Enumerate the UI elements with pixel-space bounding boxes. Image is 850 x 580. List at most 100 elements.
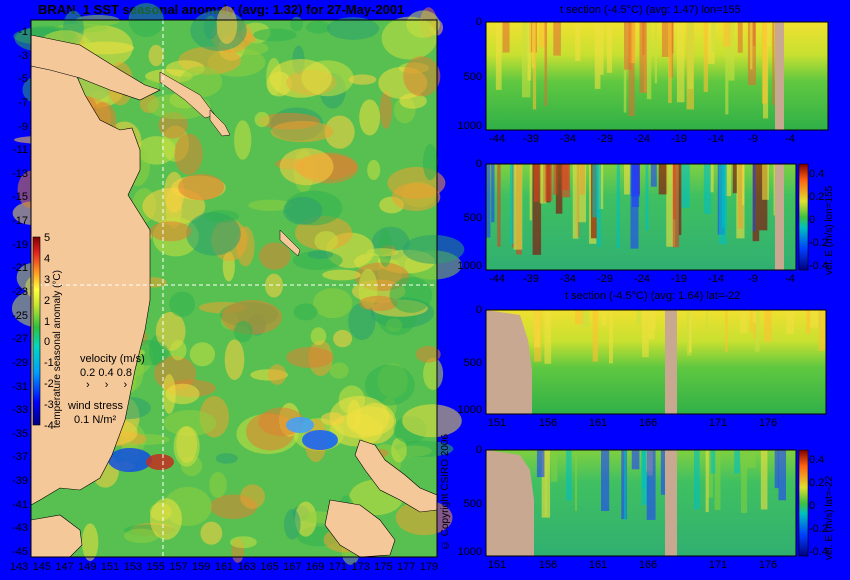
panel2-colorbar-tick: 0.4 bbox=[809, 168, 825, 180]
section-streak bbox=[725, 310, 728, 353]
sst-anomaly-patch bbox=[314, 230, 339, 251]
map-y-tick: -13 bbox=[12, 167, 28, 180]
section-streak bbox=[761, 22, 768, 104]
section-streak bbox=[672, 164, 680, 248]
section-streak bbox=[502, 22, 510, 53]
section-streak bbox=[529, 164, 532, 221]
section-streak bbox=[574, 450, 578, 511]
sst-anomaly-patch bbox=[240, 484, 266, 509]
panel4-x-tick: 151 bbox=[487, 559, 507, 571]
sst-anomaly-patch bbox=[215, 453, 238, 464]
sst-anomaly-patch bbox=[200, 521, 223, 545]
section-streak bbox=[510, 164, 515, 245]
sst-anomaly-patch bbox=[253, 28, 297, 42]
map-x-tick: 157 bbox=[169, 561, 188, 573]
panel2-x-tick: -39 bbox=[523, 273, 539, 285]
sst-anomaly-patch bbox=[174, 133, 203, 175]
map-frame bbox=[30, 19, 438, 558]
section-streak bbox=[636, 310, 642, 325]
panel4-land bbox=[486, 450, 534, 556]
section-streak bbox=[694, 450, 700, 510]
sst-anomaly-patch bbox=[229, 536, 257, 549]
sst-anomaly-patch bbox=[189, 342, 216, 367]
section-streak bbox=[676, 22, 685, 103]
map-x-tick: 177 bbox=[397, 561, 416, 573]
panel1-x-tick: -14 bbox=[708, 133, 724, 145]
velocity-legend-values: 0.2 0.4 0.8 bbox=[80, 367, 132, 379]
panel2-x-tick: -29 bbox=[597, 273, 613, 285]
section-streak bbox=[718, 164, 727, 245]
panel4-x-tick: 156 bbox=[538, 559, 558, 571]
panel3-x-tick: 166 bbox=[638, 417, 658, 429]
section-streak bbox=[786, 310, 794, 335]
map-x-tick: 175 bbox=[374, 561, 393, 573]
section-streak bbox=[553, 22, 561, 56]
section-streak bbox=[513, 164, 523, 250]
sst-anomaly-patch bbox=[203, 15, 218, 40]
map-y-tick: -39 bbox=[12, 475, 28, 488]
map-y-tick: -9 bbox=[18, 120, 28, 133]
panel1-y-tick: 500 bbox=[463, 70, 482, 83]
map-y-tick: -7 bbox=[18, 96, 28, 109]
sst-anomaly-patch bbox=[392, 440, 454, 458]
sst-anomaly-patch bbox=[163, 410, 217, 437]
sst-anomaly-patch bbox=[283, 196, 323, 225]
section-streak bbox=[491, 164, 495, 223]
panel2-field bbox=[486, 164, 796, 270]
section-streak bbox=[521, 22, 531, 98]
section-streak bbox=[645, 164, 649, 231]
section-streak bbox=[709, 164, 714, 193]
sst-anomaly-patch bbox=[270, 120, 334, 143]
sst-anomaly-patch bbox=[406, 10, 440, 38]
panel3-x-tick: 176 bbox=[758, 417, 778, 429]
panel4-x-tick: 176 bbox=[758, 559, 778, 571]
panel2-land-strip bbox=[775, 164, 784, 270]
new-zealand-south-island bbox=[324, 499, 396, 558]
sst-anomaly-patch bbox=[186, 212, 241, 256]
copyright-text: © Copyright CSIRO 2006 bbox=[440, 433, 451, 550]
panel4-x-tick: 166 bbox=[638, 559, 658, 571]
map-x-tick: 149 bbox=[78, 561, 97, 573]
section-streak bbox=[708, 450, 713, 498]
section-streak bbox=[732, 164, 737, 194]
sst-anomaly-patch bbox=[149, 221, 192, 242]
panel2-colorbar-tick: 0 bbox=[809, 214, 816, 226]
panel4-colorbar-label: vel. E (m/s) lat=-22 bbox=[824, 475, 835, 560]
sst-colorbar-tick: -1 bbox=[44, 357, 54, 370]
sst-anomaly-patch bbox=[389, 277, 433, 313]
section-streak bbox=[806, 310, 811, 334]
section-streak bbox=[764, 310, 772, 342]
panel1-y-tick: 0 bbox=[475, 16, 482, 28]
section-streak bbox=[553, 164, 558, 195]
sst-anomaly-patch bbox=[233, 320, 253, 343]
panel2-y-tick: 0 bbox=[475, 158, 482, 170]
section-streak bbox=[766, 22, 771, 48]
sst-anomaly-patch bbox=[359, 295, 398, 312]
section-streak bbox=[753, 164, 756, 232]
sst-colorbar-tick: 1 bbox=[44, 315, 51, 328]
section-streak bbox=[646, 450, 656, 520]
map-y-tick: -5 bbox=[18, 73, 28, 86]
section-streak bbox=[703, 164, 711, 214]
section-streak bbox=[681, 164, 690, 208]
section-streak bbox=[630, 164, 639, 249]
sst-anomaly-patch bbox=[379, 90, 393, 129]
sst-anomaly-patch bbox=[258, 242, 291, 270]
section-streak bbox=[631, 164, 640, 197]
panel1-x-tick: -9 bbox=[748, 133, 758, 145]
panel2-y-tick: 500 bbox=[463, 211, 482, 224]
sst-anomaly-patch bbox=[310, 327, 327, 346]
section-streak bbox=[534, 310, 541, 348]
map-x-tick: 173 bbox=[351, 561, 370, 573]
sst-anomaly-patch bbox=[216, 6, 238, 44]
map-y-tick: -27 bbox=[12, 333, 28, 346]
section-streak bbox=[707, 22, 715, 64]
section-streak bbox=[541, 450, 551, 518]
sst-anomaly-patch bbox=[329, 362, 349, 379]
panel-velocity-section-lat-22 bbox=[485, 449, 809, 557]
sst-anomaly-patch bbox=[378, 229, 392, 268]
wind-legend-title: wind stress bbox=[68, 400, 124, 412]
section-streak bbox=[642, 450, 646, 489]
panel4-y-tick: 0 bbox=[475, 444, 482, 456]
section-streak bbox=[723, 22, 731, 47]
